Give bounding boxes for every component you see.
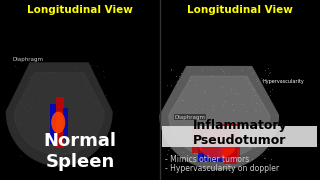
Text: - Mimics other tumors: - Mimics other tumors [165, 155, 249, 164]
Polygon shape [6, 63, 112, 166]
Text: Longitudinal View: Longitudinal View [187, 5, 293, 15]
Polygon shape [14, 73, 104, 155]
Text: Diaphragm: Diaphragm [174, 114, 205, 120]
FancyBboxPatch shape [63, 108, 68, 140]
Text: - Hypervascularity on doppler: - Hypervascularity on doppler [165, 164, 279, 173]
FancyBboxPatch shape [162, 126, 317, 147]
FancyBboxPatch shape [198, 126, 237, 162]
Text: Inflammatory
Pseudotumor: Inflammatory Pseudotumor [193, 119, 287, 147]
Text: Diaphragm: Diaphragm [13, 57, 44, 62]
Text: Longitudinal View: Longitudinal View [27, 5, 133, 15]
Text: Hypervascularity: Hypervascularity [262, 78, 304, 84]
Ellipse shape [51, 112, 65, 133]
Ellipse shape [198, 130, 237, 158]
Text: Normal
Spleen: Normal Spleen [44, 132, 116, 171]
Polygon shape [169, 76, 269, 158]
FancyBboxPatch shape [202, 144, 218, 162]
FancyBboxPatch shape [224, 149, 237, 164]
FancyBboxPatch shape [192, 126, 218, 153]
FancyBboxPatch shape [221, 124, 240, 157]
Polygon shape [160, 67, 278, 169]
FancyBboxPatch shape [50, 104, 56, 144]
FancyBboxPatch shape [56, 97, 64, 148]
